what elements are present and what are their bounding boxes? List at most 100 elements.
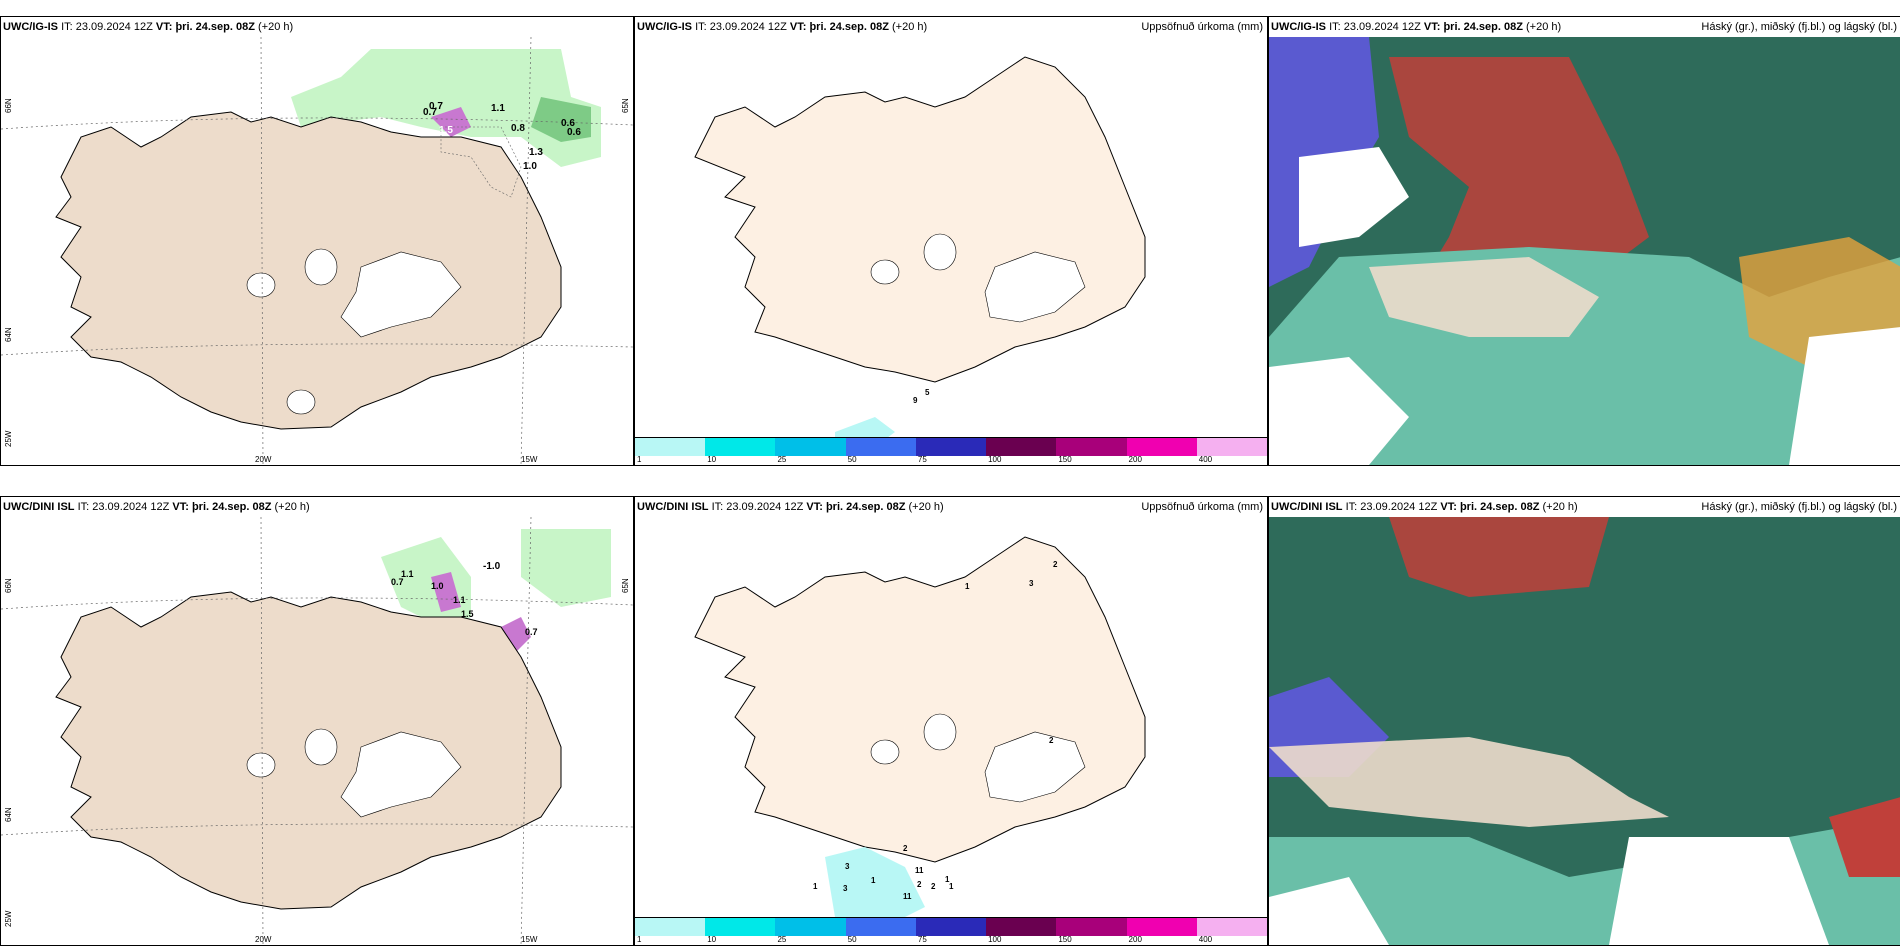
value-label: 1	[949, 882, 954, 891]
colorbar-swatch	[705, 437, 777, 456]
vt-value: þri. 24.sep. 08Z	[825, 501, 906, 513]
colorbar-tick: 200	[1128, 935, 1142, 944]
value-label: 1.1	[453, 595, 466, 605]
value-label: -1.0	[483, 561, 501, 572]
colorbar: 1 10 25 50 75 100 150 200 400	[635, 917, 1267, 945]
it-value: 23.09.2024 12Z	[75, 21, 153, 33]
value-label: 0.6	[567, 127, 581, 138]
colorbar-swatch	[1056, 917, 1128, 936]
value-label: 0.7	[429, 101, 443, 112]
value-label: 2	[917, 880, 922, 889]
colorbar: 1 10 25 50 75 100 150 200 400	[635, 437, 1267, 465]
value-label: 1	[871, 876, 876, 885]
wind-map: -1.0 0.7 1.1 1.0 1.1 1.5 0.7	[1, 517, 633, 945]
value-label: 0.8	[511, 123, 525, 134]
colorbar-tick: 75	[917, 935, 927, 944]
value-label: 1.1	[491, 103, 505, 114]
vt-label: VT:	[806, 501, 823, 513]
it-value: 23.09.2024 12Z	[1360, 501, 1438, 513]
value-label: 0.7	[423, 107, 437, 118]
it-value: 23.09.2024 12Z	[726, 501, 804, 513]
colorbar-swatch	[1056, 437, 1128, 456]
colorbar-swatch	[915, 437, 988, 456]
panel-header: UWC/IG-IS IT: 23.09.2024 12Z VT: þri. 24…	[637, 21, 1263, 37]
lat-label: 64N	[4, 327, 13, 342]
vt-value: þri. 24.sep. 08Z	[1459, 501, 1540, 513]
lead-time: (+20 h)	[258, 21, 294, 33]
vt-label: VT:	[155, 21, 173, 33]
it-label: IT:	[77, 501, 90, 513]
colorbar-swatch	[986, 917, 1058, 936]
lon-label: 15W	[521, 455, 538, 464]
value-label: 0.7	[391, 577, 404, 587]
value-label: 1	[945, 875, 950, 884]
panel-header: UWC/DINI ISL IT: 23.09.2024 12Z VT: þri.…	[1271, 501, 1897, 517]
lon-label: 25W	[4, 430, 13, 447]
vt-value: þri. 24.sep. 08Z	[191, 501, 272, 513]
it-value: 23.09.2024 12Z	[709, 21, 787, 33]
colorbar-swatch	[845, 437, 917, 456]
colorbar-swatch	[635, 437, 707, 456]
colorbar-swatch	[1126, 917, 1198, 936]
value-label: 2	[1053, 560, 1058, 569]
value-label: 0.7	[525, 627, 538, 637]
model-name: UWC/IG-IS	[3, 21, 58, 33]
lat-label: 65N	[621, 98, 630, 113]
it-label: IT:	[711, 501, 724, 513]
panel-field-title: Háský (gr.), miðský (fj.bl.) og lágský (…	[1701, 21, 1897, 33]
model-name: UWC/DINI ISL	[3, 501, 75, 513]
colorbar-swatch	[986, 437, 1058, 456]
it-label: IT:	[1329, 21, 1341, 33]
wind-map: 0.7 0.7 1.1 0.8 0.6 0.6 1.3 1.0 1.5	[1, 37, 633, 465]
colorbar-tick: 100	[988, 935, 1002, 944]
lon-label: 20W	[255, 935, 272, 944]
colorbar-swatch	[705, 917, 777, 936]
colorbar-tick: 25	[777, 455, 787, 464]
cloud-map	[1269, 517, 1900, 945]
lead-time: (+20 h)	[908, 501, 944, 513]
lead-time: (+20 h)	[1542, 501, 1578, 513]
value-label: 1.1	[401, 569, 414, 579]
colorbar-swatch	[1126, 437, 1198, 456]
vt-label: VT:	[172, 501, 189, 513]
vt-value: þri. 24.sep. 08Z	[1443, 21, 1523, 33]
vt-label: VT:	[1440, 501, 1457, 513]
colorbar-tick: 25	[777, 935, 787, 944]
colorbar-swatch	[1196, 917, 1267, 936]
it-label: IT:	[1345, 501, 1358, 513]
it-value: 23.09.2024 12Z	[1343, 21, 1421, 33]
lon-label: 20W	[255, 455, 272, 464]
value-label: 3	[843, 884, 848, 893]
lead-time: (+20 h)	[1526, 21, 1562, 33]
value-label: 1.3	[529, 147, 543, 158]
lead-time: (+20 h)	[274, 501, 310, 513]
panel-field-title: Uppsöfnuð úrkoma (mm)	[1141, 501, 1263, 513]
colorbar-tick: 150	[1058, 455, 1072, 464]
vt-value: þri. 24.sep. 08Z	[809, 21, 889, 33]
panel-header: UWC/IG-IS IT: 23.09.2024 12Z VT: þri. 24…	[3, 21, 629, 37]
value-label: 9	[913, 396, 918, 405]
colorbar-swatch	[775, 437, 847, 456]
lat-label: 66N	[4, 578, 13, 593]
it-label: IT:	[695, 21, 707, 33]
value-label: 1	[965, 582, 970, 591]
value-label: 3	[1029, 579, 1034, 588]
model-name: UWC/IG-IS	[637, 21, 692, 33]
value-label: 1.5	[461, 609, 474, 619]
colorbar-tick: 200	[1128, 455, 1142, 464]
colorbar-tick: 50	[847, 935, 857, 944]
colorbar-swatch	[635, 917, 707, 936]
panel-header: UWC/DINI ISL IT: 23.09.2024 12Z VT: þri.…	[637, 501, 1263, 517]
colorbar-tick: 10	[707, 455, 717, 464]
value-label: 5	[925, 388, 930, 397]
value-label: 2	[931, 882, 936, 891]
panel-field-title: Uppsöfnuð úrkoma (mm)	[1141, 21, 1263, 33]
value-label: 2	[1049, 736, 1054, 745]
panel-row1-precip: UWC/IG-IS IT: 23.09.2024 12Z VT: þri. 24…	[634, 16, 1268, 466]
lat-label: 65N	[621, 578, 630, 593]
colorbar-tick: 150	[1058, 935, 1072, 944]
colorbar-swatch	[915, 917, 988, 936]
colorbar-tick: 100	[988, 455, 1002, 464]
precip-map: 1 0 9 5	[694, 56, 1146, 451]
colorbar-tick: 75	[917, 455, 927, 464]
